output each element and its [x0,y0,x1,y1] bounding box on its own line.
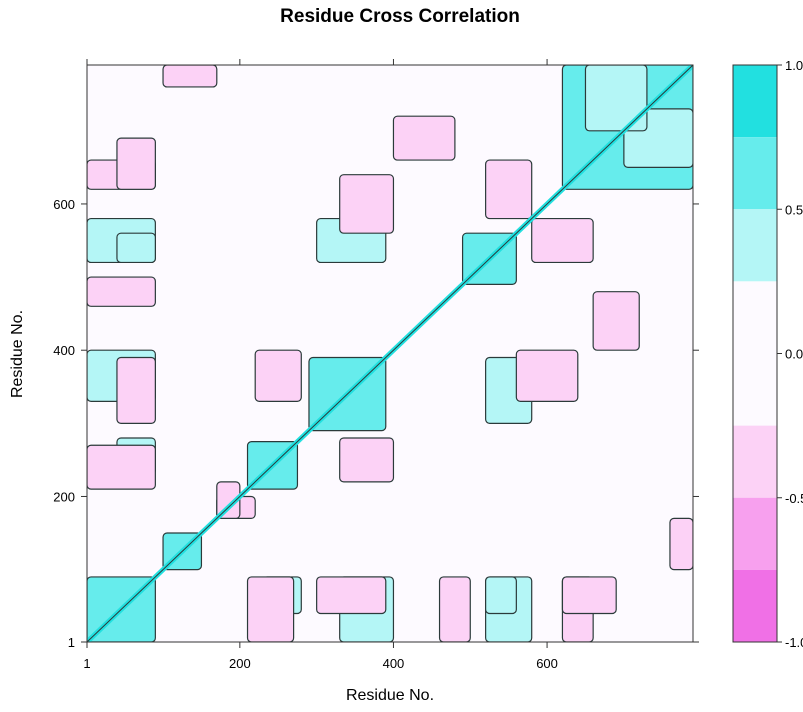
correlation-region-12-mirror [246,576,295,642]
colorbar-level-6 [733,569,777,642]
correlation-region-22 [162,65,218,88]
correlation-region-16 [254,349,302,403]
heatmap-plot-area [86,64,694,643]
colorbar-tick-label-4: -1.0 [785,635,803,650]
x-axis-label: Residue No. [346,687,434,704]
x-tick-label-3: 600 [536,656,558,671]
correlation-region-19-mirror [339,174,395,234]
plot-frame [86,64,694,643]
colorbar: 1.0 0.5 0.0 -0.5 -1.0 [732,58,803,650]
x-tick-label-0: 1 [83,656,90,671]
colorbar-tick-label-2: 0.0 [785,347,803,362]
correlation-region-18-mirror [592,291,640,351]
correlation-region-15-mirror [216,481,241,520]
y-axis: 1 200 400 600 [53,197,699,650]
correlation-region-20-mirror [485,159,533,220]
correlation-region-11-mirror [584,65,648,132]
colorbar-level-4 [733,425,777,498]
colorbar-level-0 [733,65,777,138]
colorbar-level-1 [733,137,777,210]
correlation-region-20 [531,217,594,264]
x-axis: 1 200 400 600 [83,59,558,671]
colorbar-level-3 [733,281,777,426]
correlation-region-10 [485,576,517,615]
y-tick-label-1: 200 [53,489,75,504]
x-tick-label-1: 200 [229,656,251,671]
correlation-region-13-mirror [438,576,471,642]
y-tick-label-0: 1 [68,635,75,650]
correlation-region-16-mirror [339,437,395,483]
diagonal-contour-line [87,65,693,642]
correlation-region-21-mirror [116,137,156,190]
x-tick-label-2: 400 [383,656,405,671]
correlation-region-12 [87,444,156,490]
colorbar-level-5 [733,497,777,570]
colorbar-tick-label-3: -0.5 [785,491,803,506]
correlation-region-17-mirror [116,356,156,424]
colorbar-level-2 [733,209,777,282]
chart-title: Residue Cross Correlation [280,6,520,27]
colorbar-tick-label-1: 0.5 [785,202,803,217]
correlation-region-19 [515,349,579,403]
correlation-region-13 [87,276,156,307]
colorbar-tick-label-0: 1.0 [785,58,803,73]
y-tick-label-3: 600 [53,197,75,212]
correlation-region-10-mirror [116,232,156,264]
correlation-region-22-mirror [669,517,693,571]
correlation-region-17 [316,576,387,615]
y-tick-label-2: 400 [53,343,75,358]
y-axis-label: Residue No. [9,310,26,398]
correlation-region-18 [392,115,456,161]
correlation-region-21 [561,576,617,615]
